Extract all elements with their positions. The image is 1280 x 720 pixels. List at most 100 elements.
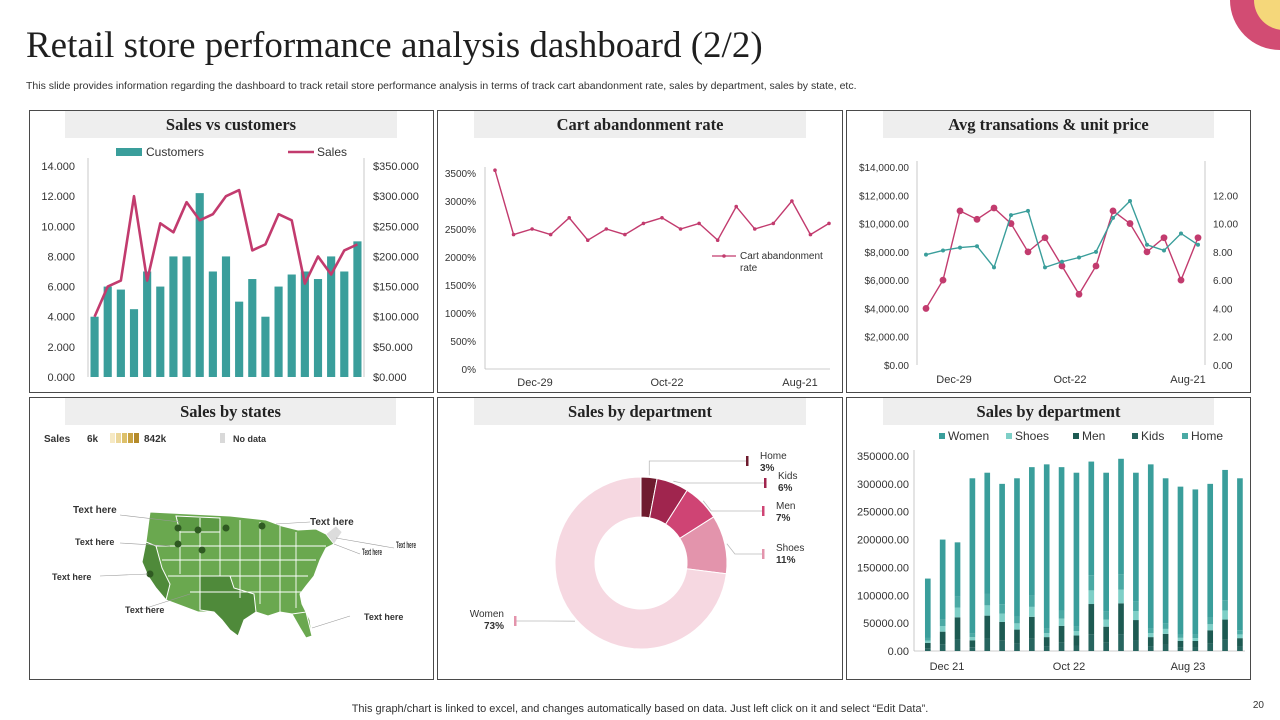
y-tick-label: 100000.00 — [857, 590, 909, 602]
avg-series-point — [1143, 248, 1151, 256]
department-bar-segment — [1237, 630, 1243, 635]
x-tick-label: Aug-21 — [1170, 374, 1205, 386]
donut-label-name: Home — [760, 451, 787, 462]
department-bar-segment — [1073, 626, 1080, 632]
panel-title: Sales by department — [474, 398, 806, 425]
map-marker — [174, 540, 182, 548]
y-left-tick-label: $2,000.00 — [865, 333, 910, 344]
department-bar-segment — [1237, 634, 1243, 639]
department-bar-segment — [939, 644, 946, 651]
avg-series-line — [925, 207, 1199, 309]
department-bar-segment — [1237, 646, 1243, 651]
avg-series-point — [924, 252, 928, 257]
cart-rate-point — [567, 216, 572, 220]
avg-series-point — [958, 245, 962, 250]
department-bar-segment — [1118, 603, 1124, 635]
y-tick-label: 2500% — [445, 225, 476, 236]
customers-bar — [221, 256, 231, 377]
department-bar-segment — [1222, 619, 1228, 640]
donut-label-percent: 73% — [484, 621, 504, 632]
department-bar-segment — [1237, 638, 1243, 647]
x-tick-label: Aug-21 — [782, 377, 817, 389]
map-marker — [146, 570, 154, 578]
customers-bar — [261, 316, 270, 377]
y-right-tick-label: $300.000 — [373, 191, 419, 203]
y-right-tick-label: 4.00 — [1213, 304, 1233, 315]
avg-series-point — [1077, 255, 1081, 260]
y-tick-label: 250000.00 — [857, 507, 909, 519]
footer-note: This graph/chart is linked to excel, and… — [351, 703, 929, 715]
donut-leader-line — [673, 480, 766, 484]
map-legend-label: Sales — [44, 434, 71, 445]
y-right-tick-label: 12.00 — [1213, 191, 1238, 202]
cart-rate-point — [585, 238, 590, 242]
legend-swatch — [1006, 433, 1012, 439]
panel-avg-transactions: Avg transations & unit price $0.00 $2,000… — [846, 110, 1251, 393]
department-bar-segment — [1103, 472, 1109, 612]
panel-title: Avg transations & unit price — [883, 111, 1214, 138]
cart-rate-point — [697, 221, 701, 226]
map-legend-min: 6k — [87, 434, 99, 445]
department-bar-segment — [1043, 464, 1050, 629]
department-bar-segment — [1192, 640, 1199, 648]
panel-title: Sales vs customers — [65, 111, 397, 138]
y-right-tick-label: $150.000 — [373, 282, 419, 294]
department-bar-segment — [1177, 637, 1184, 641]
avg-series-point — [1060, 259, 1064, 264]
department-bar-segment — [969, 478, 976, 634]
department-bar-segment — [1207, 624, 1214, 631]
department-bar-segment — [1014, 629, 1020, 644]
legend-label-customers: Customers — [146, 145, 204, 159]
department-bar-segment — [1118, 458, 1124, 575]
customers-bar — [129, 309, 139, 377]
cart-rate-point — [771, 221, 776, 226]
customers-bar — [274, 286, 283, 377]
y-left-tick-label: 4.000 — [47, 312, 75, 324]
department-bar-segment — [999, 604, 1005, 614]
y-left-tick-label: 0.000 — [47, 372, 75, 384]
department-bar-segment — [1192, 647, 1199, 651]
y-tick-label: 1000% — [445, 309, 476, 320]
department-bar-segment — [939, 619, 946, 627]
donut-label-marker — [746, 456, 749, 466]
map-marker — [258, 522, 266, 530]
department-bar-segment — [1058, 610, 1065, 619]
department-bar-segment — [1043, 646, 1050, 651]
y-tick-label: 0% — [462, 365, 477, 376]
y-left-tick-label: $8,000.00 — [865, 248, 910, 259]
panel-cart-abandonment: Cart abandonment rate 0% 500% 1000% 1500% 20… — [437, 110, 843, 393]
donut-label-percent: 7% — [776, 513, 791, 524]
avg-series-point — [1128, 198, 1132, 203]
department-bar-segment — [954, 617, 961, 640]
avg-series-point — [992, 265, 996, 270]
donut-leader-line — [726, 543, 764, 555]
y-tick-label: 350000.00 — [857, 451, 909, 463]
department-bar-segment — [924, 648, 931, 651]
department-bar-segment — [1088, 634, 1095, 651]
avg-series-point — [956, 207, 964, 215]
department-bar-segment — [984, 615, 991, 639]
department-bar-segment — [1162, 628, 1169, 634]
legend-label-sales: Sales — [317, 145, 347, 159]
customers-bar — [340, 271, 349, 377]
y-left-tick-label: $10,000.00 — [859, 220, 909, 231]
avg-series-point — [1024, 248, 1032, 256]
avg-series-point — [975, 244, 979, 249]
donut-label-marker — [762, 506, 765, 516]
donut-leader-line — [648, 460, 748, 476]
y-right-tick-label: 10.00 — [1213, 220, 1238, 231]
map-callout: Text here — [310, 517, 354, 528]
avg-series-point — [1111, 215, 1115, 220]
department-bar-segment — [1103, 642, 1109, 651]
x-tick-label: Oct-22 — [1053, 374, 1086, 386]
department-bar-segment — [1192, 638, 1199, 641]
sales-line — [93, 188, 358, 318]
department-bar-segment — [1192, 634, 1199, 639]
department-bar-segment — [1029, 595, 1035, 607]
avg-series-point — [922, 305, 930, 312]
department-bar-segment — [1103, 619, 1109, 627]
department-bar-segment — [984, 593, 991, 606]
cart-rate-point — [752, 227, 757, 231]
department-bar-segment — [984, 472, 991, 594]
department-bar-segment — [1073, 635, 1080, 646]
